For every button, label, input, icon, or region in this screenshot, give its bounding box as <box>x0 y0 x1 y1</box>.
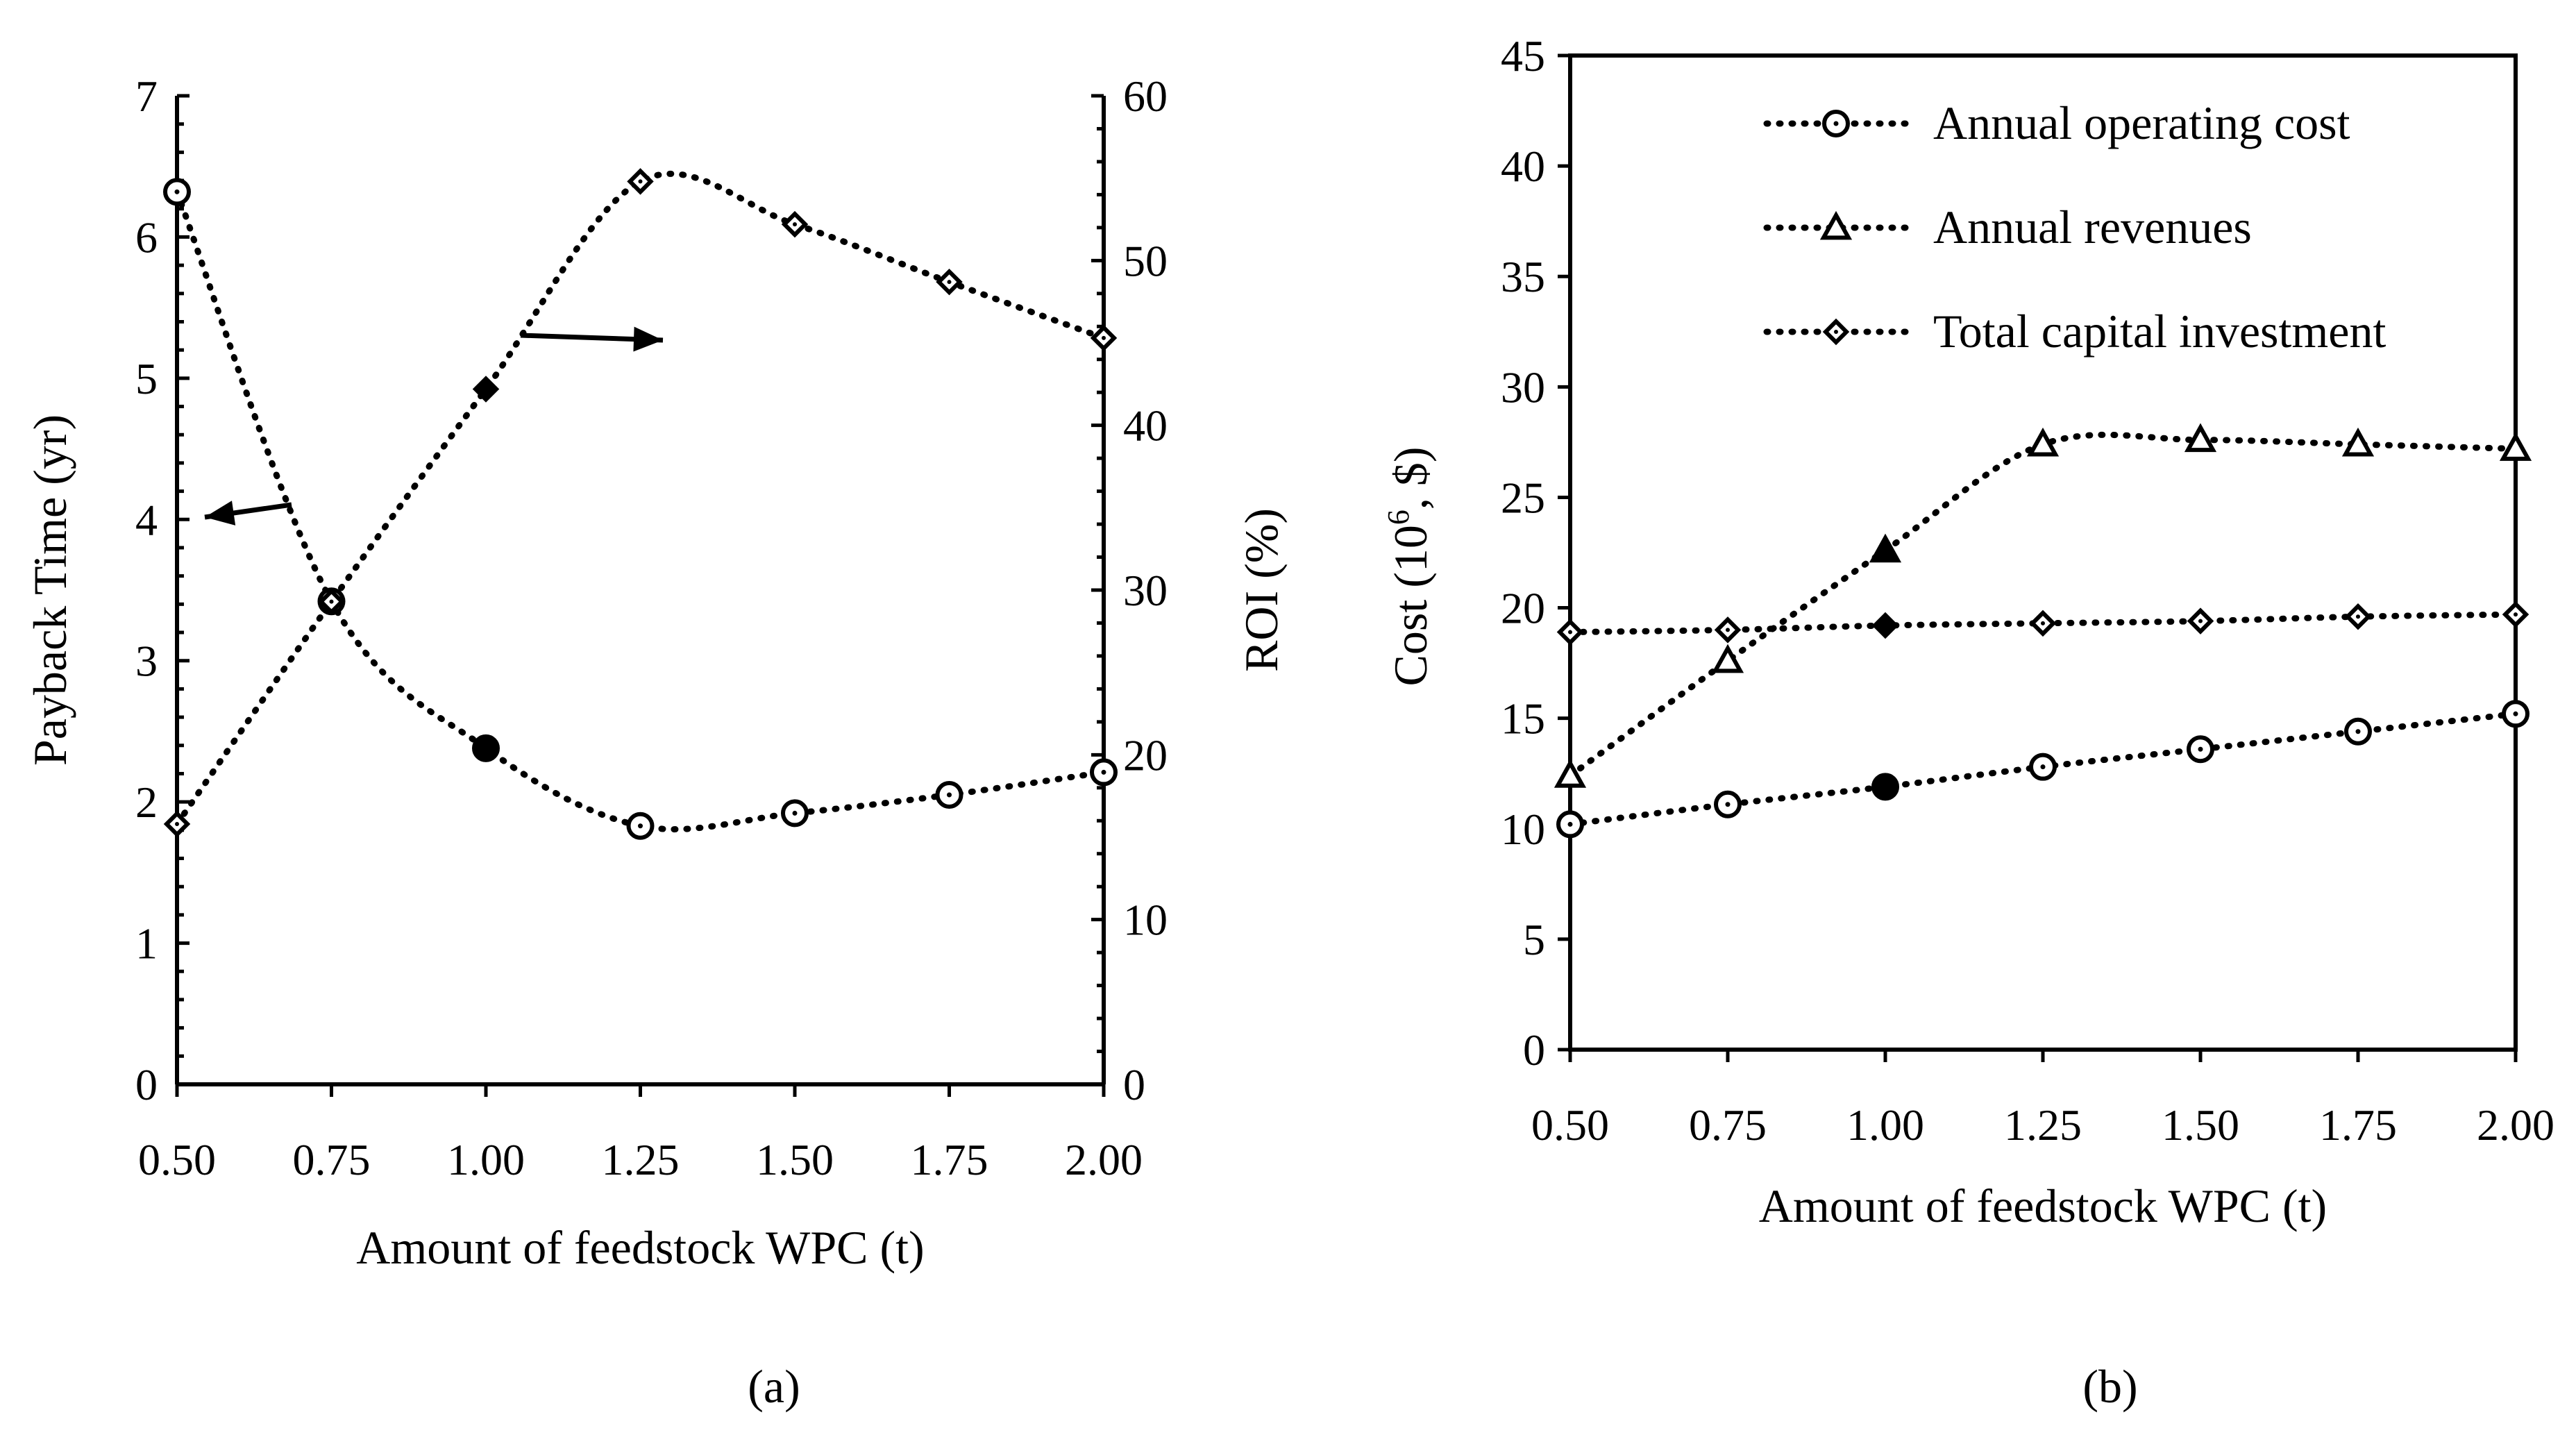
b-x-tick-label: 0.50 <box>1531 1100 1609 1150</box>
b-series-0-point <box>1871 773 1899 801</box>
a-right-tick-label: 10 <box>1123 896 1168 945</box>
a-series-1-line <box>174 170 1107 827</box>
a-x-tick-label: 1.50 <box>756 1135 834 1184</box>
b-x-axis-title: Amount of feedstock WPC (t) <box>1759 1179 2327 1232</box>
a-left-tick-label: 6 <box>135 212 158 262</box>
b-x-tick-label: 1.50 <box>2162 1100 2239 1150</box>
a-series-1-point-center <box>329 599 334 604</box>
a-series-0-line <box>174 188 1107 832</box>
a-left-tick-label: 1 <box>135 919 158 968</box>
a-series-0-point-center <box>1101 769 1106 775</box>
a-series-1-point-center <box>1102 335 1106 340</box>
b-y-tick-label: 25 <box>1501 473 1545 522</box>
b-series-2-point-center <box>1726 628 1730 632</box>
b-y-axis-title-part: , $) <box>1384 446 1437 510</box>
b-series-2-point-center <box>2514 612 2518 617</box>
b-series-1-point <box>1711 644 1744 673</box>
b-y-tick-label: 10 <box>1501 805 1545 854</box>
b-y-axis-title-sup: 6 <box>1381 510 1415 525</box>
b-y-tick-label: 45 <box>1501 31 1545 81</box>
b-series-1-point <box>1554 759 1587 788</box>
b-y-axis-title-part: Cost (10 <box>1384 525 1437 686</box>
panel-a-label: (a) <box>748 1360 800 1413</box>
a-left-axis-title: Payback Time (yr) <box>24 414 76 766</box>
a-series-1-point-center <box>947 280 952 285</box>
a-x-tick-label: 1.25 <box>602 1135 680 1184</box>
a-right-tick-label: 40 <box>1123 401 1168 451</box>
b-series-0-point-center <box>1725 802 1731 807</box>
a-right-tick-label: 60 <box>1123 72 1168 121</box>
a-series-1-point-center <box>793 222 797 227</box>
a-left-tick-label: 7 <box>135 72 158 121</box>
b-y-axis-title: Cost (106, $) <box>1381 446 1437 686</box>
a-x-tick-label: 1.75 <box>911 1135 988 1184</box>
a-left-tick-label: 3 <box>135 637 158 686</box>
b-series-1-point <box>2184 423 2217 453</box>
b-series-2-point-center <box>2198 619 2203 623</box>
b-y-tick-label: 5 <box>1523 915 1545 964</box>
a-left-tick-label: 0 <box>135 1060 158 1109</box>
b-x-tick-label: 0.75 <box>1689 1100 1767 1150</box>
a-right-tick-label: 30 <box>1123 566 1168 615</box>
a-x-tick-label: 2.00 <box>1065 1135 1143 1184</box>
b-series-1-point <box>1869 533 1902 563</box>
b-series-2-point-center <box>1568 630 1572 635</box>
b-series-0-point-center <box>2355 729 2361 734</box>
panel-b-chart: 0 5 10 15 20 25 30 35 40 45 0.50 0.75 1.00 1.25 1.50 1.… <box>1381 31 2554 1232</box>
b-x-tick-label: 1.25 <box>2004 1100 2082 1150</box>
a-series-0-point-center <box>638 823 643 829</box>
b-x-tick-label: 2.00 <box>2477 1100 2554 1150</box>
b-series-2-point-center <box>2356 614 2360 619</box>
a-series-0-point-center <box>947 792 952 798</box>
a-left-tick-label: 5 <box>135 354 158 403</box>
b-y-tick-label: 35 <box>1501 252 1545 301</box>
b-legend-label-2: Total capital investment <box>1933 305 2386 358</box>
a-right-tick-label: 20 <box>1123 730 1168 780</box>
b-series-0-point-center <box>2198 746 2203 752</box>
panel-b-label: (b) <box>2082 1360 2137 1413</box>
b-series-0-point-center <box>2513 711 2518 716</box>
b-series-2-point-center <box>2041 621 2045 625</box>
b-y-tick-label: 40 <box>1501 142 1545 191</box>
b-legend-marker-1 <box>1819 210 1853 240</box>
a-left-axis-arrow-head <box>205 501 236 526</box>
a-x-tick-label: 1.00 <box>447 1135 525 1184</box>
b-y-tick-label: 0 <box>1523 1025 1545 1075</box>
a-series-0-point-center <box>792 810 798 816</box>
a-series-1-point <box>472 376 500 403</box>
a-left-tick-label: 2 <box>135 778 158 827</box>
a-series-1-point-center <box>638 179 643 184</box>
a-series-0-point <box>472 734 500 762</box>
b-x-tick-label: 1.00 <box>1846 1100 1924 1150</box>
b-y-tick-label: 20 <box>1501 584 1545 633</box>
b-x-tick-label: 1.75 <box>2319 1100 2397 1150</box>
b-legend-marker-0-center <box>1833 121 1839 126</box>
b-series-1-point <box>2026 427 2060 457</box>
b-series-1-line <box>1567 431 2519 779</box>
a-series-0-point-center <box>174 189 180 194</box>
b-y-tick-label: 30 <box>1501 362 1545 412</box>
a-left-tick-label: 4 <box>135 495 158 544</box>
b-series-1-point <box>2499 432 2532 461</box>
a-x-axis-title: Amount of feedstock WPC (t) <box>356 1221 924 1274</box>
b-legend-label-1: Annual revenues <box>1933 201 2252 253</box>
a-x-tick-label: 0.75 <box>293 1135 371 1184</box>
b-series-2-point <box>1871 612 1899 639</box>
b-legend-marker-2-center <box>1834 330 1838 334</box>
a-right-tick-label: 50 <box>1123 236 1168 285</box>
b-series-0-point-center <box>1567 821 1573 827</box>
b-y-tick-label: 15 <box>1501 694 1545 743</box>
b-series-0-point-center <box>2040 764 2046 770</box>
a-x-tick-label: 0.50 <box>138 1135 216 1184</box>
b-legend-label-0: Annual operating cost <box>1933 96 2350 149</box>
a-right-tick-label: 0 <box>1123 1060 1145 1109</box>
a-right-axis-arrow-head <box>633 326 663 352</box>
a-series-1-point-center <box>175 822 179 827</box>
panel-a-chart: 0 1 2 3 4 5 6 7 0 10 20 30 40 50 60 0.50 0.75 1.00 1.25 1.5… <box>24 72 1288 1274</box>
a-right-axis-title: ROI (%) <box>1235 508 1288 672</box>
b-series-1-point <box>2341 427 2375 457</box>
